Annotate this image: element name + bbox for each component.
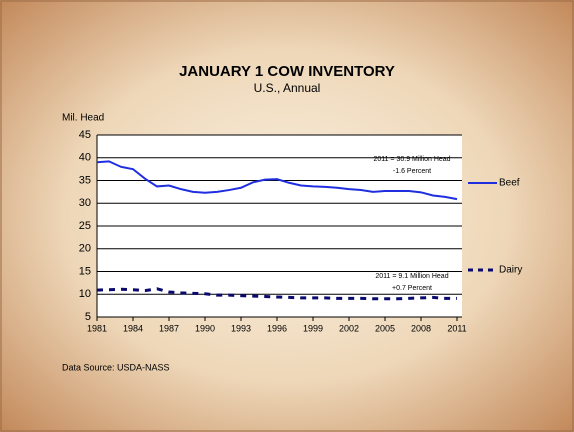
y-tick-label: 10 [79, 288, 91, 300]
x-tick-label: 2008 [411, 323, 431, 333]
y-axis-label: Mil. Head [62, 113, 104, 124]
y-tick-label: 40 [79, 152, 91, 164]
x-tick-label: 1981 [87, 323, 107, 333]
annotation: 2011 = 30.9 Million Head [373, 156, 450, 163]
x-tick-label: 2011 [447, 323, 466, 333]
x-tick-label: 2005 [375, 323, 395, 333]
annotation: 2011 = 9.1 Million Head [375, 273, 448, 280]
x-tick-label: 2002 [339, 323, 359, 333]
y-tick-label: 30 [79, 197, 91, 209]
chart-title: JANUARY 1 COW INVENTORY [179, 63, 395, 80]
chart-subtitle: U.S., Annual [254, 81, 321, 95]
y-tick-label: 5 [85, 311, 91, 323]
y-tick-label: 25 [79, 220, 91, 232]
annotation: +0.7 Percent [392, 285, 432, 292]
x-tick-label: 1984 [123, 323, 143, 333]
y-tick-label: 15 [79, 265, 91, 277]
source-note: Data Source: USDA-NASS [62, 362, 170, 372]
x-tick-label: 1987 [159, 323, 179, 333]
x-tick-label: 1993 [231, 323, 251, 333]
x-tick-label: 1996 [267, 323, 287, 333]
y-tick-label: 45 [79, 129, 91, 141]
series-line [96, 160, 458, 201]
series-line [96, 287, 457, 301]
legend-label: Beef [499, 178, 520, 189]
annotation: -1.6 Percent [393, 168, 431, 175]
x-tick-label: 1990 [195, 323, 215, 333]
y-tick-label: 35 [79, 174, 91, 186]
legend-label: Dairy [499, 265, 522, 276]
x-tick-label: 1999 [303, 323, 323, 333]
y-tick-label: 20 [79, 243, 91, 255]
